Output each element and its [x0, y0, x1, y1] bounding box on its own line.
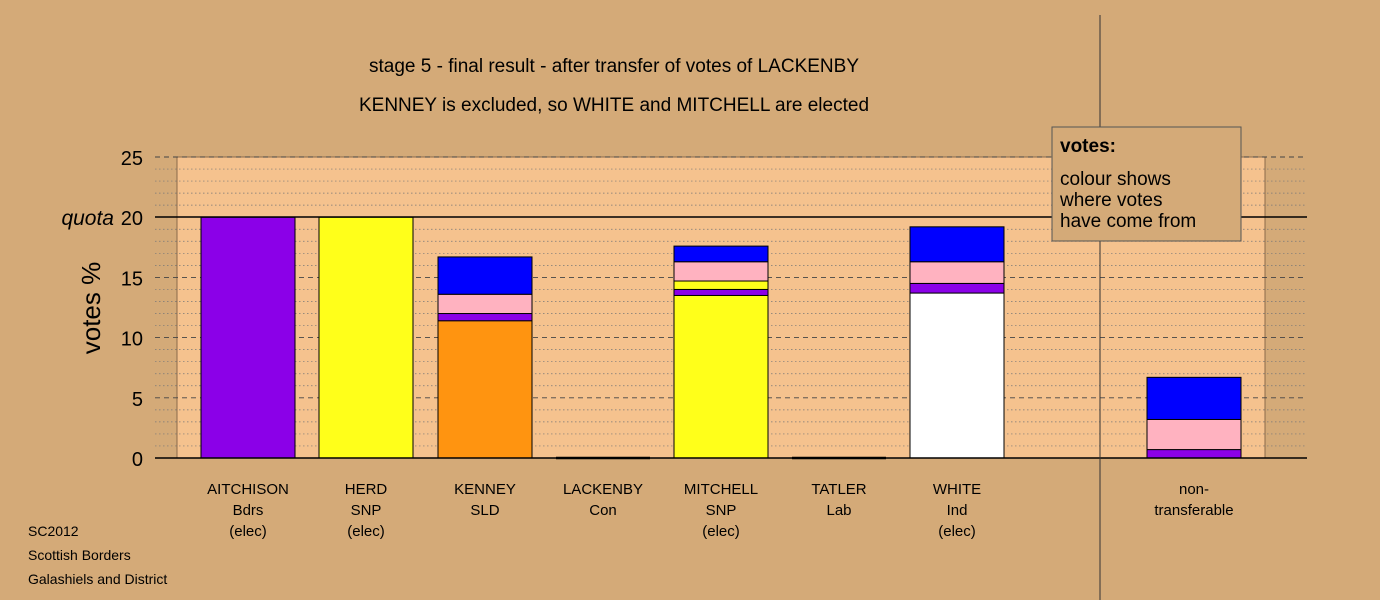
legend: votes: colour shows where votes have com…	[1051, 126, 1242, 242]
x-tick-label: (elec)	[938, 523, 976, 540]
x-tick-label: MITCHELL	[684, 481, 758, 498]
y-tick-labels: 0 5 10 15 20 25	[121, 148, 143, 471]
quota-label: quota	[61, 207, 114, 230]
x-tick-label: (elec)	[347, 523, 385, 540]
bar-segment	[673, 261, 769, 282]
bar-segment	[909, 292, 1005, 459]
bar-stack	[673, 245, 769, 459]
bar-stack	[318, 216, 414, 459]
bar-segment	[673, 280, 769, 290]
x-tick-label: KENNEY	[454, 481, 516, 498]
bar-segment	[437, 256, 533, 295]
chart-title: stage 5 - final result - after transfer …	[369, 56, 859, 77]
y-axis-label: votes %	[76, 262, 106, 355]
bar-segment	[1146, 449, 1242, 459]
bar-segment	[673, 288, 769, 296]
bar-stack	[200, 216, 296, 459]
bar-segment	[437, 293, 533, 315]
bar-segment	[673, 294, 769, 459]
bar-segment	[437, 320, 533, 459]
x-tick-label: SNP	[351, 502, 382, 519]
bar-segment	[909, 226, 1005, 263]
bar-stack	[909, 226, 1005, 459]
bar-segment	[437, 313, 533, 322]
y-tick-label: 5	[132, 389, 143, 411]
bars-group	[200, 216, 1242, 460]
x-tick-label: Con	[589, 502, 617, 519]
legend-line: have come from	[1060, 211, 1196, 232]
legend-box	[1051, 126, 1242, 242]
x-tick-label: transferable	[1154, 502, 1233, 519]
y-tick-label: 25	[121, 148, 143, 170]
footer: SC2012 Scottish Borders Galashiels and D…	[28, 523, 167, 587]
bar-segment	[200, 216, 296, 459]
bar-segment	[909, 282, 1005, 294]
bar-stack	[1146, 376, 1242, 459]
x-tick-label: Lab	[826, 502, 851, 519]
x-tick-label: Ind	[947, 502, 968, 519]
legend-line: where votes	[1059, 190, 1162, 211]
x-tick-label: (elec)	[702, 523, 740, 540]
x-tick-label: HERD	[345, 481, 388, 498]
x-tick-label: LACKENBY	[563, 481, 643, 498]
y-tick-label: 20	[121, 208, 143, 230]
bar-segment	[1146, 418, 1242, 451]
bar-segment	[318, 216, 414, 459]
x-tick-label: SNP	[706, 502, 737, 519]
x-tick-label: (elec)	[229, 523, 267, 540]
legend-title: votes:	[1060, 136, 1116, 157]
y-tick-label: 15	[121, 268, 143, 290]
x-tick-label: Bdrs	[233, 502, 264, 519]
legend-line: colour shows	[1060, 169, 1171, 190]
bar-segment	[673, 245, 769, 263]
footer-line: SC2012	[28, 523, 79, 539]
x-tick-labels: AITCHISON Bdrs (elec) HERD SNP (elec) KENNEY SL…	[207, 481, 1233, 540]
x-tick-label: SLD	[470, 502, 499, 519]
bar-stack	[437, 256, 533, 459]
footer-line: Galashiels and District	[28, 571, 167, 587]
x-tick-label: AITCHISON	[207, 481, 289, 498]
x-tick-label: TATLER	[811, 481, 866, 498]
bar-segment	[909, 261, 1005, 284]
footer-line: Scottish Borders	[28, 547, 131, 563]
y-tick-label: 10	[121, 329, 143, 351]
x-tick-label: non-	[1179, 481, 1209, 498]
x-tick-label: WHITE	[933, 481, 981, 498]
chart-subtitle: KENNEY is excluded, so WHITE and MITCHEL…	[359, 95, 869, 116]
y-tick-label: 0	[132, 449, 143, 471]
bar-segment	[1146, 376, 1242, 420]
